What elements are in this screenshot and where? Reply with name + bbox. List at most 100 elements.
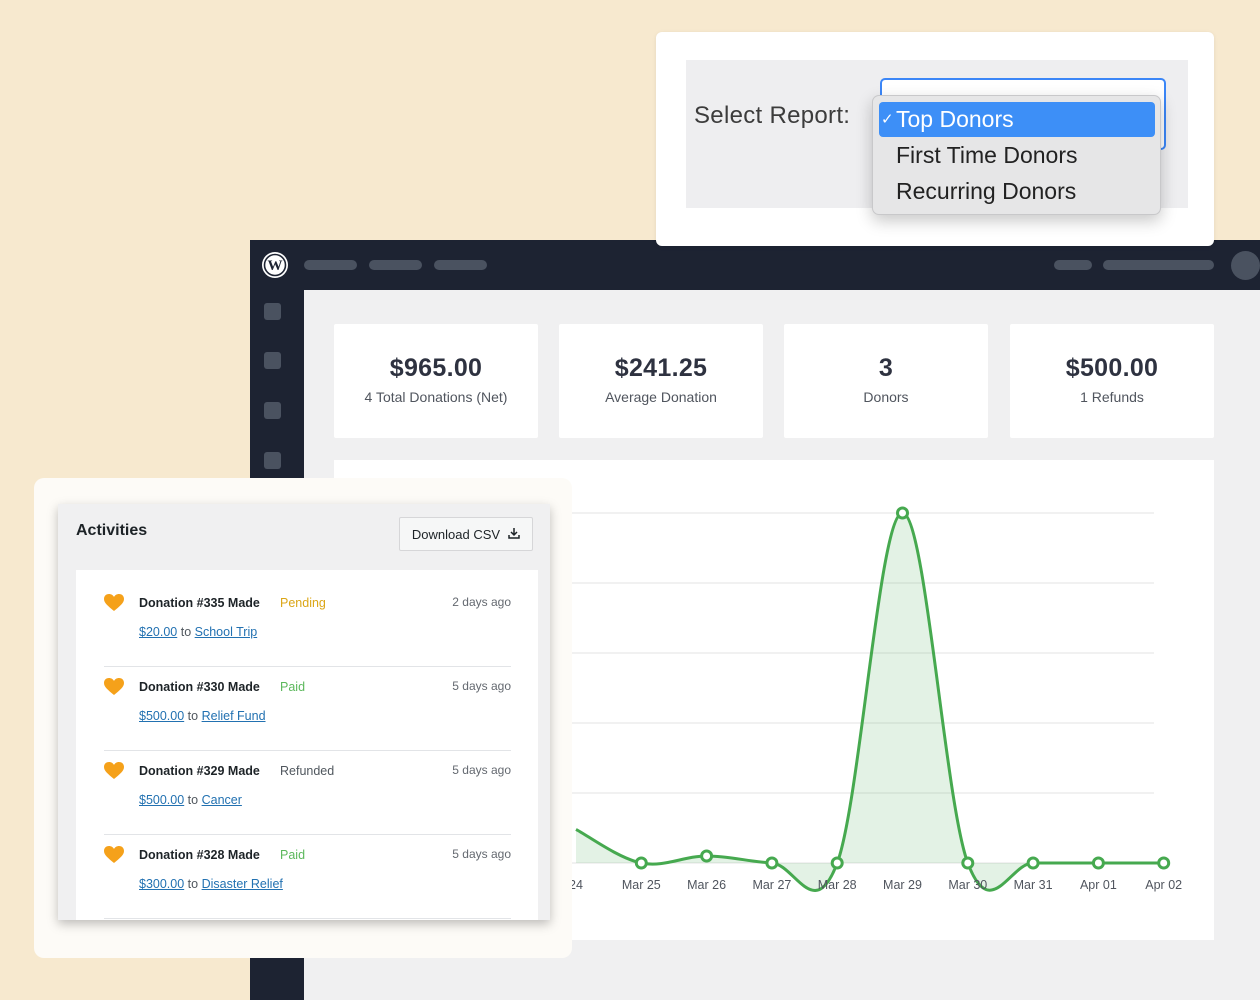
wp-admin-bar: W bbox=[250, 240, 1260, 290]
campaign-link[interactable]: School Trip bbox=[194, 625, 258, 639]
amount-link[interactable]: $300.00 bbox=[139, 877, 185, 891]
report-option-label: First Time Donors bbox=[896, 142, 1078, 168]
x-tick-label: Mar 30 bbox=[948, 878, 987, 892]
admin-bar-menu-placeholder[interactable] bbox=[369, 260, 422, 270]
chart-point[interactable] bbox=[765, 856, 779, 870]
sidebar-menu-icon[interactable] bbox=[264, 452, 281, 469]
report-dropdown-menu: ✓ Top Donors First Time Donors Recurring… bbox=[872, 95, 1161, 215]
sidebar-menu-icon[interactable] bbox=[264, 402, 281, 419]
x-tick-label: Mar 27 bbox=[752, 878, 791, 892]
stat-value: $241.25 bbox=[614, 354, 708, 382]
activity-title: Donation #330 Made bbox=[139, 680, 260, 694]
activity-connector: to bbox=[187, 793, 199, 807]
sidebar-menu-icon[interactable] bbox=[264, 303, 281, 320]
status-badge: Refunded bbox=[280, 764, 335, 778]
activities-title: Activities bbox=[76, 522, 148, 539]
stat-value: 3 bbox=[878, 354, 894, 382]
report-option-top-donors[interactable]: ✓ Top Donors bbox=[879, 102, 1155, 137]
divider bbox=[104, 834, 511, 835]
chart-point[interactable] bbox=[1157, 856, 1171, 870]
admin-bar-menu-placeholder[interactable] bbox=[304, 260, 357, 270]
x-tick-label: Mar 25 bbox=[622, 878, 661, 892]
activity-time: 5 days ago bbox=[452, 763, 511, 777]
status-badge: Paid bbox=[280, 680, 306, 694]
x-tick-label: Mar 29 bbox=[883, 878, 922, 892]
chart-point[interactable] bbox=[1091, 856, 1105, 870]
chart-area-fill bbox=[576, 513, 1164, 891]
chart-point[interactable] bbox=[700, 849, 714, 863]
admin-bar-menu-placeholder[interactable] bbox=[1054, 260, 1092, 270]
stat-label: Average Donation bbox=[605, 389, 717, 405]
list-item: Donation #329 Made Refunded 5 days ago $… bbox=[104, 751, 511, 835]
list-item: Donation #328 Made Paid 5 days ago $300.… bbox=[104, 835, 511, 919]
stat-card-donors: 3 Donors bbox=[784, 324, 988, 438]
heart-icon bbox=[104, 846, 124, 869]
activity-detail: $20.00 to School Trip bbox=[139, 625, 257, 639]
activity-detail: $500.00 to Cancer bbox=[139, 793, 242, 807]
select-report-label: Select Report: bbox=[694, 102, 851, 129]
stat-card-average-donation: $241.25 Average Donation bbox=[559, 324, 763, 438]
sidebar-menu-icon[interactable] bbox=[264, 352, 281, 369]
chart-point[interactable] bbox=[634, 856, 648, 870]
stat-card-total-donations: $965.00 4 Total Donations (Net) bbox=[334, 324, 538, 438]
report-option-first-time-donors[interactable]: First Time Donors bbox=[879, 138, 1155, 173]
activity-detail: $300.00 to Disaster Relief bbox=[139, 877, 283, 891]
amount-link[interactable]: $500.00 bbox=[139, 793, 185, 807]
amount-link[interactable]: $20.00 bbox=[139, 625, 178, 639]
chart-point[interactable] bbox=[961, 856, 975, 870]
stat-label: Donors bbox=[863, 389, 909, 405]
stat-label: 4 Total Donations (Net) bbox=[364, 389, 508, 405]
heart-icon bbox=[104, 678, 124, 701]
chart-point[interactable] bbox=[1026, 856, 1040, 870]
admin-bar-menu-placeholder[interactable] bbox=[1103, 260, 1214, 270]
report-option-label: Top Donors bbox=[896, 106, 1014, 132]
campaign-link[interactable]: Relief Fund bbox=[201, 709, 266, 723]
activity-title: Donation #335 Made bbox=[139, 596, 260, 610]
x-tick-label: Apr 01 bbox=[1080, 878, 1117, 892]
checkmark-icon: ✓ bbox=[881, 111, 894, 128]
x-tick-label: Mar 28 bbox=[818, 878, 857, 892]
activities-list: Donation #335 Made Pending 2 days ago $2… bbox=[76, 570, 538, 920]
activity-time: 5 days ago bbox=[452, 847, 511, 861]
x-tick-label: Mar 31 bbox=[1014, 878, 1053, 892]
donations-chart: 24 Mar 25 Mar 26 Mar 27 Mar 28 Mar 29 Mar 30 Ma… bbox=[569, 506, 1182, 892]
activity-connector: to bbox=[187, 709, 199, 723]
avatar[interactable] bbox=[1231, 251, 1260, 280]
activity-detail: $500.00 to Relief Fund bbox=[139, 709, 266, 723]
x-tick-label: 24 bbox=[569, 878, 583, 892]
download-csv-button[interactable]: Download CSV bbox=[399, 517, 533, 551]
activity-time: 5 days ago bbox=[452, 679, 511, 693]
list-item: Donation #330 Made Paid 5 days ago $500.… bbox=[104, 667, 511, 751]
status-badge: Paid bbox=[280, 848, 306, 862]
download-csv-label: Download CSV bbox=[411, 526, 501, 542]
admin-bar-menu-placeholder[interactable] bbox=[434, 260, 487, 270]
heart-icon bbox=[104, 762, 124, 785]
divider bbox=[104, 750, 511, 751]
heart-icon bbox=[104, 594, 124, 617]
activity-connector: to bbox=[187, 877, 199, 891]
report-option-recurring-donors[interactable]: Recurring Donors bbox=[879, 174, 1155, 209]
stat-label: 1 Refunds bbox=[1080, 389, 1144, 405]
list-item: Donation #335 Made Pending 2 days ago $2… bbox=[104, 583, 511, 667]
amount-link[interactable]: $500.00 bbox=[139, 709, 185, 723]
svg-text:W: W bbox=[268, 258, 283, 274]
x-tick-label: Mar 26 bbox=[687, 878, 726, 892]
activity-title: Donation #329 Made bbox=[139, 764, 260, 778]
activity-connector: to bbox=[180, 625, 192, 639]
divider bbox=[104, 918, 511, 919]
activity-title: Donation #328 Made bbox=[139, 848, 260, 862]
stat-card-refunds: $500.00 1 Refunds bbox=[1010, 324, 1214, 438]
stat-value: $965.00 bbox=[389, 354, 483, 382]
campaign-link[interactable]: Disaster Relief bbox=[201, 877, 283, 891]
activities-panel: Activities Download CSV Donation #335 Ma… bbox=[58, 504, 550, 920]
divider bbox=[104, 666, 511, 667]
campaign-link[interactable]: Cancer bbox=[201, 793, 242, 807]
chart-point[interactable] bbox=[896, 506, 909, 520]
x-tick-label: Apr 02 bbox=[1145, 878, 1182, 892]
stat-value: $500.00 bbox=[1065, 354, 1159, 382]
wordpress-logo-icon[interactable]: W bbox=[262, 252, 288, 278]
chart-point[interactable] bbox=[830, 856, 844, 870]
download-icon bbox=[508, 527, 520, 542]
activity-time: 2 days ago bbox=[452, 595, 511, 609]
status-badge: Pending bbox=[280, 596, 326, 610]
